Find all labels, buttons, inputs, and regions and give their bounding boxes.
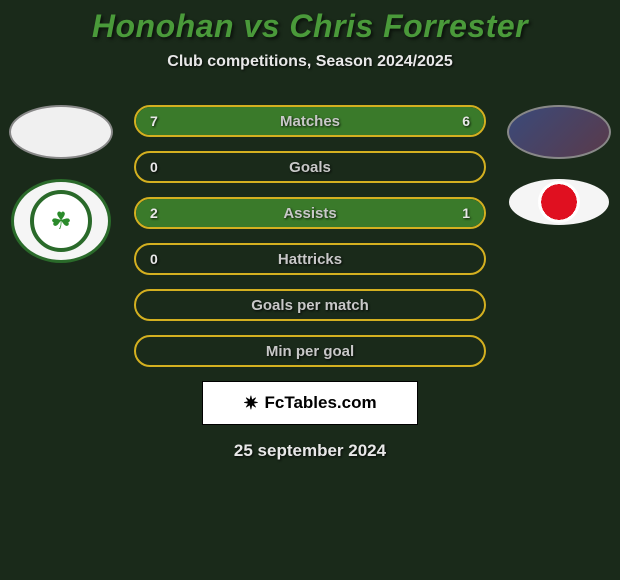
- stat-bar: Min per goal: [134, 335, 486, 367]
- stat-bar: Goals per match: [134, 289, 486, 321]
- avatar-placeholder-icon: [509, 107, 609, 157]
- stat-label: Goals: [289, 159, 331, 176]
- page-title: Honohan vs Chris Forrester: [0, 8, 620, 45]
- stat-value-right: 1: [462, 205, 470, 221]
- stat-bar: 7 Matches 6: [134, 105, 486, 137]
- stat-label: Assists: [283, 205, 336, 222]
- stat-label: Matches: [280, 113, 340, 130]
- stat-label: Hattricks: [278, 251, 342, 268]
- left-column: ☘: [6, 101, 116, 263]
- stat-value-right: 6: [462, 113, 470, 129]
- stat-value-left: 7: [150, 113, 158, 129]
- stat-bar: 0 Hattricks: [134, 243, 486, 275]
- stat-label: Min per goal: [266, 343, 354, 360]
- source-label: FcTables.com: [264, 393, 376, 413]
- avatar-placeholder-icon: [11, 107, 111, 157]
- infographic-container: Honohan vs Chris Forrester Club competit…: [0, 0, 620, 461]
- stat-value-left: 2: [150, 205, 158, 221]
- stat-value-left: 0: [150, 251, 158, 267]
- right-column: [504, 101, 614, 225]
- content-row: ☘ 7 Matches 6 0 Goals 2 Assists 1 0 Hattricks Goal…: [0, 101, 620, 367]
- date-text: 25 september 2024: [0, 441, 620, 461]
- player-left-avatar: [9, 105, 113, 159]
- shamrock-icon: ☘: [50, 207, 72, 236]
- stat-label: Goals per match: [251, 297, 369, 314]
- stat-value-left: 0: [150, 159, 158, 175]
- player-right-avatar: [507, 105, 611, 159]
- club-right-badge: [509, 179, 609, 225]
- subtitle: Club competitions, Season 2024/2025: [0, 53, 620, 71]
- source-box: ✷ FcTables.com: [202, 381, 418, 425]
- stat-bar: 0 Goals: [134, 151, 486, 183]
- chart-icon: ✷: [243, 393, 258, 414]
- stats-column: 7 Matches 6 0 Goals 2 Assists 1 0 Hattricks Goals …: [134, 101, 486, 367]
- stat-bar: 2 Assists 1: [134, 197, 486, 229]
- club-left-badge: ☘: [11, 179, 111, 263]
- stat-fill-right: [324, 107, 484, 135]
